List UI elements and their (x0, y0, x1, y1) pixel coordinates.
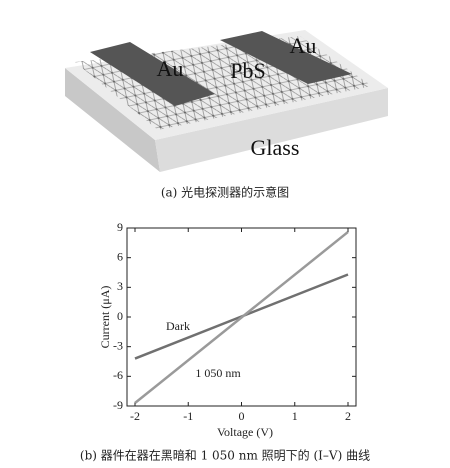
y-tick-label: 3 (117, 279, 123, 293)
electrode (90, 42, 215, 106)
y-tick-label: -6 (113, 368, 123, 382)
y-tick-label: -3 (113, 338, 123, 352)
glass-front (155, 88, 388, 172)
x-tick-label: 1 (292, 409, 298, 423)
x-tick-label: -2 (130, 409, 140, 423)
series-label: 1 050 nm (195, 366, 241, 380)
data-line (134, 230, 349, 405)
x-tick-label: -1 (183, 409, 193, 423)
caption: (b) 器件在器在黑暗和 1 050 nm 照明下的 (I–V) 曲线 (80, 448, 370, 463)
glass-side (65, 68, 160, 172)
caption: (a) 光电探测器的示意图 (161, 185, 289, 200)
x-axis-label: Voltage (V) (217, 425, 273, 439)
y-tick-label: -9 (113, 398, 123, 412)
device-diagram: Au PbS Au Glass (65, 30, 388, 172)
label: Glass (251, 135, 300, 160)
y-tick-label: 6 (117, 249, 123, 263)
label: Au (290, 33, 317, 58)
y-axis-label: Current (μA) (98, 286, 112, 349)
electrode (220, 31, 352, 84)
chart: -9 -6 -3 0 3 6 9 -2 -1 0 1 2 Dark 1 050 nm (113, 220, 357, 423)
y-tick-label: 9 (117, 220, 123, 234)
y-tick-label: 0 (117, 309, 123, 323)
label: PbS (230, 58, 265, 83)
label: Au (157, 56, 184, 81)
series-label: Dark (166, 319, 190, 333)
x-tick-label: 2 (345, 409, 351, 423)
x-tick-label: 0 (239, 409, 245, 423)
